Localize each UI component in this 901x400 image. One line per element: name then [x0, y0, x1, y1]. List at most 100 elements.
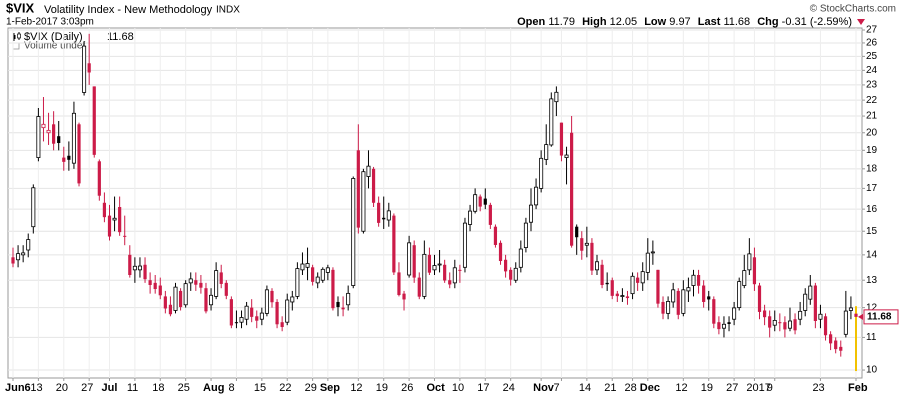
quote-value: -0.31: [782, 16, 807, 28]
candle-body: [650, 251, 655, 254]
candle-body: [371, 168, 376, 203]
candle-body: [102, 202, 107, 218]
candle-body: [26, 239, 31, 251]
candle-body: [829, 334, 833, 344]
candle-body: [234, 322, 239, 324]
candle-body: [82, 45, 87, 93]
candle-body: [204, 288, 208, 312]
candle-body: [793, 319, 797, 331]
candle-body: [554, 91, 559, 103]
candle-body: [468, 210, 473, 225]
candle-body: [478, 196, 482, 207]
candle-body: [11, 257, 15, 264]
candle-body: [498, 242, 503, 262]
candle-body: [528, 204, 533, 223]
candle-body: [123, 235, 127, 237]
x-tick-label: 22: [279, 382, 291, 394]
x-tick-label: 2017: [746, 382, 770, 394]
candle-body: [732, 307, 737, 320]
y-tick-label: 23: [866, 80, 878, 91]
candle-body: [645, 252, 650, 273]
candle-body: [397, 272, 401, 296]
candle-body: [452, 267, 457, 284]
y-tick-label: 21: [866, 111, 878, 122]
candle-body: [462, 222, 467, 268]
candle-body: [244, 305, 249, 320]
candle-body: [259, 312, 264, 320]
candle-body: [518, 248, 523, 268]
candle-body: [280, 322, 284, 327]
x-tick-label: 29: [305, 382, 317, 394]
candle-body: [783, 322, 787, 330]
candle-body: [87, 63, 91, 73]
legend-icon: [12, 32, 21, 41]
quote-label: Chg: [757, 16, 778, 28]
candle-body: [224, 282, 228, 296]
candle-body: [219, 272, 223, 284]
candle-body: [691, 274, 696, 286]
x-tick-label: Feb: [848, 382, 868, 394]
x-tick-label: 24: [503, 382, 515, 394]
x-tick-label: 21: [604, 382, 616, 394]
candle-body: [671, 289, 676, 303]
candle-body: [458, 269, 462, 271]
candle-body: [503, 259, 508, 272]
candle-body: [640, 271, 645, 284]
candle-body: [183, 283, 188, 306]
x-tick-label: Oct: [427, 382, 446, 394]
y-tick-label: 27: [866, 25, 878, 36]
candle-body: [839, 346, 843, 351]
last-price-tag: [863, 309, 899, 325]
candle-body: [656, 269, 660, 304]
candle-body: [727, 322, 731, 324]
candle-body: [666, 301, 671, 314]
y-tick-label: 13: [866, 275, 878, 286]
last-price-marker: [858, 313, 863, 320]
x-tick-label: Sep: [320, 382, 340, 394]
candle-body: [707, 296, 711, 300]
candle-body: [564, 154, 569, 158]
y-tick-label: 14: [866, 249, 878, 260]
x-tick-label: 8: [228, 382, 234, 394]
candle-body: [493, 226, 498, 245]
x-tick-label: 14: [579, 382, 591, 394]
candle-body: [808, 285, 813, 300]
y-tick-label: 11: [866, 332, 877, 343]
candle-body: [16, 253, 21, 261]
candle-body: [382, 217, 386, 220]
quote-value: (-2.59%): [810, 16, 852, 28]
candle-body: [762, 310, 767, 318]
quote-value: 9.97: [669, 16, 690, 28]
candle-body: [402, 293, 406, 300]
candle-body: [443, 264, 447, 281]
candle-body: [625, 296, 630, 299]
candle-body: [320, 268, 325, 281]
candle-body: [77, 124, 81, 184]
x-tick-label: 26: [401, 382, 413, 394]
candle-body: [62, 157, 66, 162]
quote-value: 11.79: [548, 16, 575, 28]
candle-body: [41, 123, 46, 129]
candle-body: [178, 290, 183, 308]
candle-body: [778, 322, 782, 324]
candle-body: [803, 293, 808, 311]
x-tick-label: 9: [767, 382, 773, 394]
candle-body: [132, 265, 137, 271]
candle-body: [437, 263, 442, 266]
volume-icon: [12, 42, 20, 50]
y-tick-label: 12: [866, 302, 878, 313]
symbol: $VIX: [6, 0, 35, 15]
candle-body: [772, 320, 777, 326]
candle-body: [768, 316, 772, 328]
candle-body: [300, 263, 305, 271]
candle-body: [488, 204, 492, 225]
y-tick-label: 10: [866, 365, 878, 376]
quote-label: Low: [644, 16, 666, 28]
candle-body: [584, 242, 589, 246]
candle-body: [636, 277, 640, 283]
candle-body: [341, 307, 345, 310]
candle-body: [681, 289, 686, 314]
x-tick-label: 28: [625, 382, 637, 394]
candle-body: [834, 340, 838, 350]
